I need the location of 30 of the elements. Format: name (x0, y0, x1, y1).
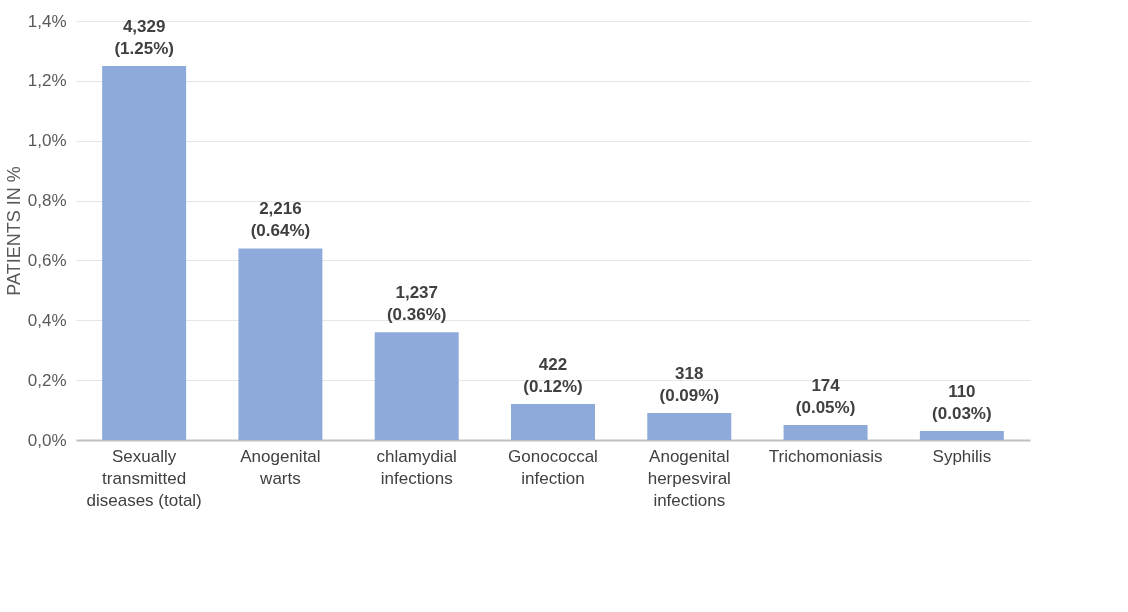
data-label: 174 (0.05%) (795, 376, 856, 418)
bar (102, 65, 187, 440)
bar (511, 404, 595, 440)
y-tick-label: 0,2% (27, 370, 67, 390)
bar (919, 431, 1004, 440)
data-label: 422 (0.12%) (523, 355, 583, 397)
y-tick-label: 0,8% (27, 191, 67, 211)
bar (783, 425, 868, 440)
bar (374, 332, 459, 440)
data-label: 2,216 (0.64%) (250, 199, 311, 241)
bar (238, 248, 323, 440)
data-label: 110 (0.03%) (932, 382, 992, 424)
y-tick-label: 1,4% (27, 11, 67, 31)
bar (647, 413, 732, 440)
y-tick-label: 1,2% (27, 71, 67, 91)
y-axis-title: PATIENTS IN % (3, 166, 24, 296)
data-label: 4,329 (1.25%) (114, 16, 174, 58)
y-tick-label: 0,6% (27, 250, 67, 270)
y-tick-label: 0,4% (27, 310, 67, 330)
x-tick-label: Syphilis (932, 446, 992, 466)
y-tick-label: 1,0% (27, 131, 67, 151)
x-tick-label: Sexually transmitted diseases (total) (86, 446, 202, 510)
x-tick-label: Anogenital warts (240, 446, 321, 488)
x-tick-label: chlamydial infections (376, 446, 457, 488)
data-label: 1,237 (0.36%) (386, 283, 447, 325)
x-tick-label: Anogenital herpesviral infections (647, 446, 731, 510)
x-tick-label: Trichomoniasis (768, 446, 883, 466)
y-tick-label: 0,0% (27, 430, 67, 450)
data-label: 318 (0.09%) (659, 364, 720, 406)
x-tick-label: Gonococcal infection (508, 446, 598, 488)
